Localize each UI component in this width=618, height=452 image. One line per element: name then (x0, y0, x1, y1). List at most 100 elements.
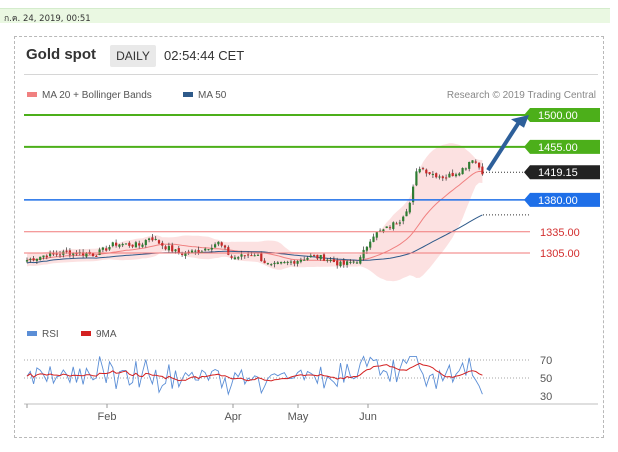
candle-body (464, 168, 467, 170)
candle-body (121, 243, 124, 246)
candle-body (431, 173, 434, 175)
candle-body (250, 255, 253, 257)
candle-body (438, 176, 441, 178)
legend-label-ma50: MA 50 (198, 90, 227, 101)
candle-body (379, 230, 382, 232)
price-plot (25, 143, 484, 282)
rsi-plot: 70 50 30 (24, 355, 552, 403)
candle-body (151, 237, 154, 241)
level-tag-1500.00 (524, 108, 600, 122)
candle-body (240, 254, 243, 257)
legend-swatch-9ma (81, 331, 91, 336)
candle-body (293, 261, 296, 264)
candle-body (220, 242, 223, 246)
candle-body (223, 245, 227, 248)
candle-body (177, 248, 180, 254)
candle-body (45, 255, 48, 258)
candle-body (108, 247, 111, 250)
candle-body (329, 259, 332, 262)
candle-body (154, 238, 157, 240)
candle-body (111, 242, 114, 247)
candle-body (276, 262, 279, 265)
candle-body (98, 249, 101, 255)
candle-body (243, 255, 246, 257)
level-label-1500.00: 1500.00 (538, 110, 578, 122)
candle-body (253, 255, 256, 257)
candle-body (349, 261, 352, 263)
candle-body (161, 242, 164, 246)
candle-body (454, 174, 458, 177)
candle-body (481, 166, 484, 175)
candle-body (395, 223, 398, 225)
candle-body (474, 161, 477, 163)
level-tag-1455.00 (524, 139, 600, 154)
date-bar: ก.ค. 24, 2019, 00:51 (0, 0, 618, 26)
header-divider (24, 74, 598, 75)
legend-swatch-rsi (27, 331, 37, 336)
level-label-1455.00: 1455.00 (538, 142, 578, 154)
candle-body (95, 256, 98, 258)
level-lines: 1500.00 1455.00 1419.15 1380.00 1335.00 1305.… (24, 108, 600, 260)
candle-body (388, 227, 392, 229)
candle-body (144, 240, 147, 246)
level-label-1419.15: 1419.15 (538, 167, 578, 179)
candle-body (194, 250, 197, 252)
ma50-line (26, 214, 483, 264)
candle-body (326, 259, 329, 261)
candle-body (369, 241, 372, 248)
candle-body (286, 261, 289, 263)
candle-body (359, 257, 362, 264)
candle-body (458, 173, 461, 176)
legend-label-9ma: 9MA (96, 329, 117, 340)
candle-body (171, 245, 174, 252)
x-tick-label-may: May (288, 411, 309, 423)
candle-body (207, 249, 210, 251)
candle-body (283, 261, 286, 264)
legend-swatch-ma20 (27, 92, 37, 97)
candle-body (263, 260, 266, 264)
candle-body (398, 222, 401, 224)
candle-body (346, 261, 349, 265)
candle-body (266, 263, 269, 265)
candle-body (415, 171, 418, 186)
level-label-1380.00: 1380.00 (538, 195, 578, 207)
x-tick-label-apr: Apr (224, 411, 241, 423)
candle-body (124, 243, 128, 245)
legend-swatch-ma50 (183, 92, 193, 97)
rsi-tick-30: 30 (540, 391, 552, 403)
candle-body (101, 247, 104, 250)
timeframe-button[interactable]: DAILY (110, 45, 156, 67)
legend-label-ma20: MA 20 + Bollinger Bands (42, 90, 152, 101)
candle-body (134, 242, 137, 248)
candle-body (58, 254, 62, 256)
candle-body (441, 176, 444, 179)
candle-body (55, 253, 58, 255)
research-credit: Research © 2019 Trading Central (447, 90, 596, 101)
level-label-1335.00: 1335.00 (540, 227, 580, 239)
candle-body (200, 251, 203, 253)
candle-body (204, 248, 207, 251)
candle-body (210, 247, 213, 250)
candle-body (316, 254, 319, 259)
candle-body (35, 258, 38, 261)
candle-body (42, 255, 45, 258)
candle-body (141, 244, 144, 247)
candle-body (408, 202, 411, 213)
candle-body (29, 258, 32, 260)
chart-time: 02:54:44 CET (164, 48, 245, 63)
candle-body (184, 252, 187, 256)
candle-body (362, 249, 365, 259)
candle-body (332, 259, 335, 262)
candle-body (468, 161, 471, 169)
candle-body (273, 262, 276, 265)
candle-body (319, 254, 322, 260)
candle-body (365, 246, 368, 251)
candle-body (352, 261, 355, 263)
candle-body (385, 226, 388, 229)
candle-body (375, 232, 378, 238)
candle-body (131, 244, 134, 247)
instrument-title: Gold spot (26, 46, 96, 63)
candle-body (190, 250, 194, 253)
candle-body (339, 261, 342, 267)
